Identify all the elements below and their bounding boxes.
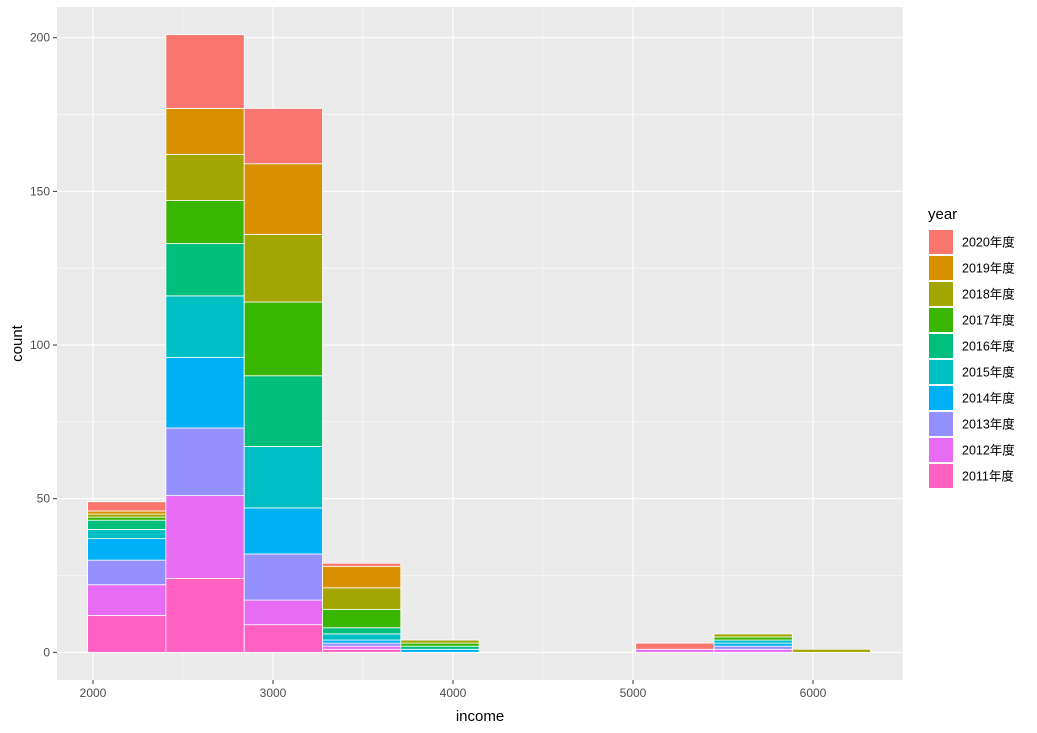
legend-swatch xyxy=(929,464,953,488)
bar-segment xyxy=(165,200,245,245)
bar-segment xyxy=(243,375,323,447)
bar-segment xyxy=(165,243,245,297)
bar-segment xyxy=(713,633,793,638)
bar-segment xyxy=(322,587,402,610)
bar-segment xyxy=(243,163,323,235)
legend: year 2020年度 2019年度 2018年度 2017年度 2016年度 2015年… xyxy=(928,206,1015,488)
x-tick-label: 4000 xyxy=(440,686,467,700)
bar-segment xyxy=(87,559,167,586)
legend-swatch xyxy=(929,438,953,462)
bar-segment xyxy=(87,516,167,521)
legend-label: 2019年度 xyxy=(962,261,1015,276)
bar-segment xyxy=(322,645,402,650)
bar-segment xyxy=(243,624,323,653)
legend-label: 2012年度 xyxy=(962,443,1015,458)
bar-segment xyxy=(243,234,323,303)
legend-label: 2011年度 xyxy=(962,469,1014,484)
x-tick-label: 6000 xyxy=(800,686,827,700)
bar-segment xyxy=(322,633,402,641)
y-tick-label: 0 xyxy=(43,645,50,659)
bar-segment xyxy=(322,562,402,567)
y-tick-label: 50 xyxy=(37,492,51,506)
bar-segment xyxy=(87,615,167,653)
y-tick-label: 150 xyxy=(30,184,50,198)
bar-segment xyxy=(400,645,480,650)
bar-segment xyxy=(322,627,402,635)
x-tick-label: 3000 xyxy=(260,686,287,700)
legend-swatch xyxy=(929,386,953,410)
bar-segment xyxy=(713,642,793,647)
bar-segment xyxy=(165,427,245,497)
bar-segment xyxy=(322,642,402,647)
bar-segment xyxy=(87,513,167,518)
x-axis-title: income xyxy=(456,708,504,725)
bar-segment xyxy=(322,608,402,629)
bar-segment xyxy=(243,599,323,626)
legend-swatch xyxy=(929,256,953,280)
bar-segment xyxy=(243,301,323,377)
bar-segment xyxy=(635,648,715,653)
bar-segment xyxy=(87,501,167,512)
legend-label: 2015年度 xyxy=(962,365,1015,380)
legend-label: 2016年度 xyxy=(962,339,1015,354)
bar-segment xyxy=(322,639,402,644)
bar-segment xyxy=(713,645,793,650)
legend-label: 2020年度 xyxy=(962,235,1015,250)
bar-segment xyxy=(322,565,402,589)
bar-segment xyxy=(243,108,323,165)
bar-segment xyxy=(165,108,245,155)
legend-label: 2014年度 xyxy=(962,391,1015,406)
bar-segment xyxy=(713,639,793,644)
bar-segment xyxy=(165,356,245,429)
bar-segment xyxy=(87,519,167,530)
legend-label: 2013年度 xyxy=(962,417,1015,432)
bar-segment xyxy=(87,584,167,616)
bar-segment xyxy=(713,648,793,653)
bar-segment xyxy=(400,648,480,653)
legend-title: year xyxy=(928,206,957,223)
y-axis-title: count xyxy=(9,324,26,362)
bar-segment xyxy=(400,642,480,647)
y-tick-label: 200 xyxy=(30,31,50,45)
bar-segment xyxy=(243,507,323,555)
bar-segment xyxy=(165,578,245,653)
legend-swatch xyxy=(929,360,953,384)
y-tick-label: 100 xyxy=(30,338,50,352)
bar-segment xyxy=(87,510,167,515)
y-axis: 0 50 100 150 200 xyxy=(30,31,57,659)
x-axis: 2000 3000 4000 5000 6000 xyxy=(80,680,827,700)
bar-segment xyxy=(165,495,245,579)
bar-segment xyxy=(87,538,167,561)
bar-segment xyxy=(791,648,871,653)
legend-label: 2017年度 xyxy=(962,313,1015,328)
x-tick-label: 2000 xyxy=(80,686,107,700)
bar-segment xyxy=(322,648,402,653)
bar-segment xyxy=(165,154,245,202)
bar-stacks xyxy=(87,34,871,653)
legend-swatch xyxy=(929,334,953,358)
bar-segment xyxy=(243,553,323,601)
legend-swatch xyxy=(929,230,953,254)
legend-swatch xyxy=(929,412,953,436)
legend-swatch xyxy=(929,308,953,332)
bar-segment xyxy=(400,639,480,644)
bar-segment xyxy=(165,295,245,358)
bar-segment xyxy=(713,636,793,641)
bar-segment xyxy=(635,642,715,650)
legend-swatch xyxy=(929,282,953,306)
bar-segment xyxy=(243,446,323,509)
bar-segment xyxy=(87,529,167,540)
legend-label: 2018年度 xyxy=(962,287,1015,302)
x-tick-label: 5000 xyxy=(620,686,647,700)
bar-segment xyxy=(165,34,245,109)
